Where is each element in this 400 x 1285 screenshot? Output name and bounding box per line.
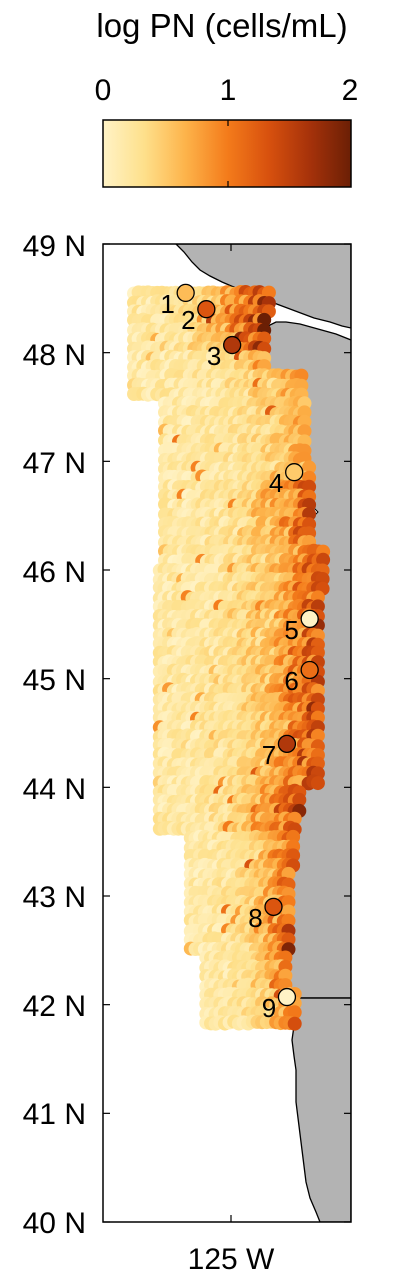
lat-label-43: 43 N: [23, 881, 86, 914]
map-frame: [102, 243, 352, 1223]
sample-point: [310, 776, 325, 791]
station-label-1: 1: [160, 289, 174, 319]
station-label-4: 4: [269, 468, 283, 498]
sample-point: [261, 285, 276, 300]
lat-label-46: 46 N: [23, 556, 86, 589]
lat-label-49: 49 N: [23, 230, 86, 263]
lat-label-45: 45 N: [23, 664, 86, 697]
lat-label-42: 42 N: [23, 990, 86, 1023]
latitude-axis: 49 N 48 N 47 N 46 N 45 N 44 N 43 N 42 N …: [23, 230, 86, 1240]
station-marker-1: [176, 283, 195, 303]
station-markers: 123 4 5 6 7 8 9: [160, 283, 319, 1023]
station-label-3: 3: [207, 341, 221, 371]
lat-label-47: 47 N: [23, 447, 86, 480]
latitude-ticks: [103, 243, 351, 1223]
station-label-2: 2: [181, 305, 195, 335]
station-label-8: 8: [248, 903, 262, 933]
station-marker-6: [300, 660, 319, 680]
station-marker-2: [197, 300, 216, 319]
station-marker-5: [300, 609, 319, 629]
sample-points: [127, 285, 331, 1031]
station-label-5: 5: [284, 615, 298, 645]
station-label-7: 7: [262, 740, 276, 770]
land-california: [291, 997, 351, 1222]
lat-label-48: 48 N: [23, 339, 86, 372]
station-label-9: 9: [262, 993, 276, 1023]
lon-label-125w: 125 W: [188, 1243, 275, 1276]
sample-point: [292, 792, 307, 807]
colorbar-tick-1: 1: [220, 74, 237, 107]
sample-point: [297, 424, 312, 439]
station-marker-9: [277, 987, 297, 1007]
lat-label-41: 41 N: [23, 1098, 86, 1131]
lat-label-44: 44 N: [23, 773, 86, 806]
colorbar-title: log PN (cells/mL): [96, 7, 347, 44]
sample-point: [287, 1005, 302, 1020]
station-marker-8: [264, 897, 283, 917]
sample-point: [316, 552, 331, 567]
lat-label-40: 40 N: [23, 1207, 86, 1240]
station-marker-4: [285, 463, 304, 482]
station-marker-3: [223, 335, 242, 355]
colorbar: log PN (cells/mL) 0 1 2: [95, 7, 359, 188]
station-marker-7: [277, 734, 297, 754]
colorbar-tick-2: 2: [342, 74, 359, 107]
colorbar-gradient: [102, 119, 352, 188]
colorbar-tick-0: 0: [95, 74, 112, 107]
map-panel: 123 4 5 6 7 8 9 49 N 48 N 47 N 46 N 45 N 44 N …: [23, 230, 352, 1276]
sample-point: [287, 1016, 302, 1031]
station-label-6: 6: [284, 666, 298, 696]
